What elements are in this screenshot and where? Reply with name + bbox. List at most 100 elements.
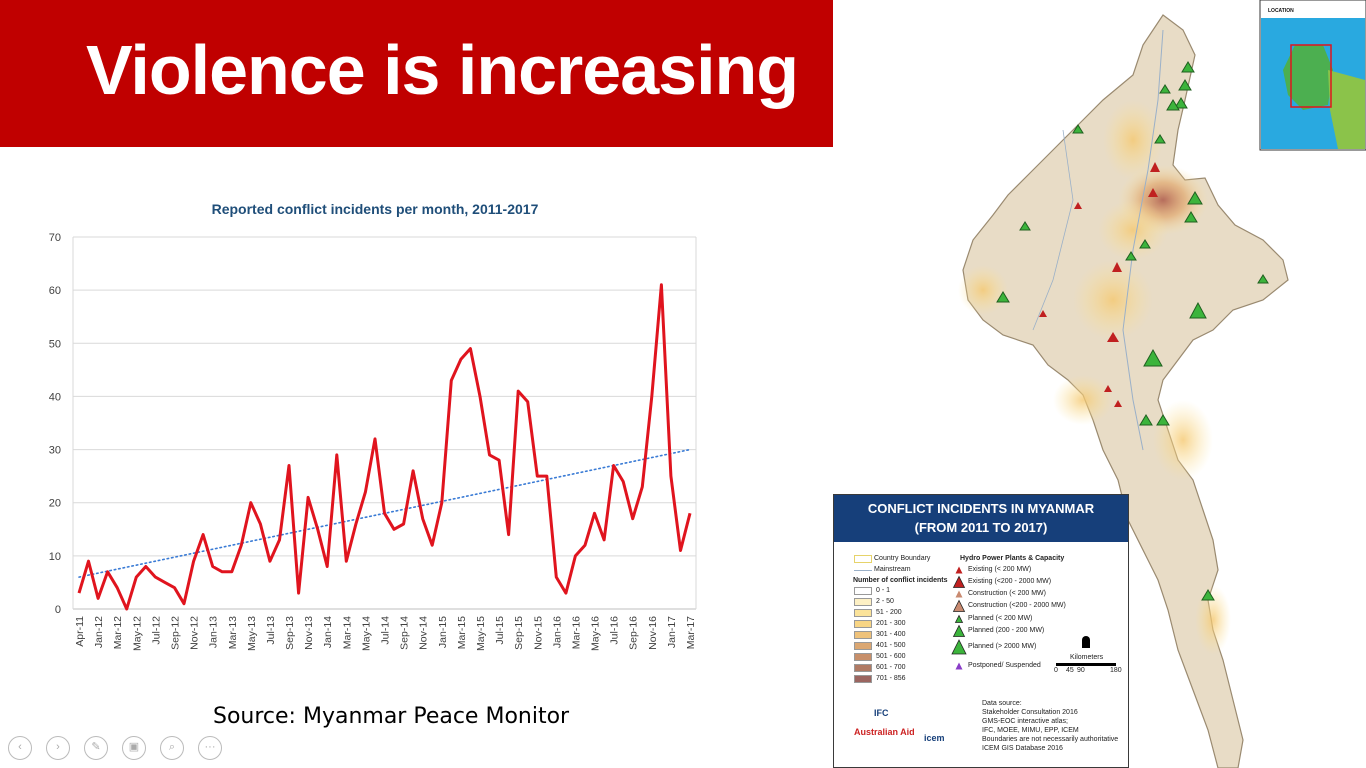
- hotspot: [1195, 585, 1231, 655]
- data-source-line: ICEM GIS Database 2016: [982, 745, 1063, 752]
- x-tick-label: Jul-13: [265, 616, 277, 645]
- more-icon[interactable]: ···: [198, 736, 222, 760]
- title-bar: Violence is increasing: [0, 0, 833, 147]
- x-axis-ticks: Apr-11 Jan-12 Mar-12 May-12 Jul-12 Sep-12 Nov-…: [74, 616, 697, 651]
- x-tick-label: Nov-16: [647, 616, 659, 650]
- hydro-label: Planned (> 2000 MW): [968, 643, 1037, 650]
- incident-bin-swatch: [854, 664, 872, 672]
- x-tick-label: Jul-16: [609, 616, 621, 645]
- incident-bin-swatch: [854, 642, 872, 650]
- planned-dams: [996, 61, 1269, 601]
- scale-bar: [1056, 663, 1116, 666]
- map-legend: CONFLICT INCIDENTS IN MYANMAR (FROM 2011…: [833, 494, 1129, 768]
- river-line: [1122, 29, 1164, 451]
- x-tick-label: Nov-12: [189, 616, 201, 650]
- data-source-line: IFC, MOEE, MIMU, EPP, ICEM: [982, 727, 1079, 734]
- x-tick-label: Nov-13: [303, 616, 315, 650]
- x-tick-label: May-14: [360, 616, 372, 651]
- y-tick-label: 10: [49, 551, 61, 563]
- incident-bin-swatch: [854, 609, 872, 617]
- hotspot: [1153, 400, 1213, 480]
- hydro-label: Existing (< 200 MW): [968, 566, 1032, 573]
- incident-bin-swatch: [854, 631, 872, 639]
- hydro-label: Existing (<200 - 2000 MW): [968, 578, 1052, 585]
- hydro-symbol-icon: [952, 575, 966, 588]
- hydro-label: Construction (<200 - 2000 MW): [968, 602, 1066, 609]
- hydro-symbol-icon: [955, 662, 963, 670]
- hotspot: [958, 265, 1008, 315]
- country-boundary-label: Country Boundary: [874, 555, 931, 562]
- hydro-symbol-icon: [954, 614, 964, 623]
- x-tick-label: Mar-12: [112, 616, 124, 649]
- incident-bin-swatch: [854, 598, 872, 606]
- incident-bin-swatch: [854, 675, 872, 683]
- x-tick-label: Sep-15: [513, 616, 525, 650]
- x-tick-label: Jan-13: [208, 616, 220, 648]
- incident-bin-label: 401 - 500: [876, 642, 906, 649]
- hotspot: [1103, 100, 1163, 180]
- existing-dams: [1039, 162, 1160, 407]
- inset-label: LOCATION: [1268, 8, 1294, 14]
- incidents-header: Number of conflict incidents: [853, 577, 948, 584]
- hydro-symbol-icon: [952, 624, 966, 637]
- chart-title: Reported conflict incidents per month, 2…: [212, 201, 539, 217]
- partner-logo: IFC: [874, 708, 889, 718]
- y-tick-label: 60: [49, 285, 61, 297]
- y-tick-label: 40: [49, 391, 61, 403]
- hydro-label: Postponed/ Suspended: [968, 662, 1041, 669]
- hydro-symbol-icon: [952, 599, 966, 612]
- inset-land: [1328, 70, 1365, 149]
- x-tick-label: Sep-13: [284, 616, 296, 650]
- x-tick-label: Nov-14: [418, 616, 430, 650]
- scale-tick-label: 180: [1110, 667, 1122, 674]
- y-tick-label: 30: [49, 445, 61, 457]
- x-tick-label: Mar-17: [685, 616, 697, 649]
- zoom-icon[interactable]: ⌕: [160, 736, 184, 760]
- slide-title: Violence is increasing: [86, 31, 799, 109]
- x-tick-label: May-15: [475, 616, 487, 651]
- x-tick-label: Sep-14: [399, 616, 411, 650]
- mainstream-swatch: [854, 570, 872, 571]
- source-caption: Source: Myanmar Peace Monitor: [213, 704, 570, 729]
- hydro-label: Planned (200 - 200 MW): [968, 627, 1045, 634]
- incident-bin-label: 301 - 400: [876, 631, 906, 638]
- incident-bin-swatch: [854, 620, 872, 628]
- incident-bin-label: 501 - 600: [876, 653, 906, 660]
- previous-icon[interactable]: ‹: [8, 736, 32, 760]
- pen-icon[interactable]: ✎: [84, 736, 108, 760]
- y-tick-label: 0: [55, 604, 61, 616]
- x-tick-label: Mar-13: [227, 616, 239, 649]
- x-tick-label: Sep-12: [169, 616, 181, 650]
- x-tick-label: May-13: [246, 616, 258, 651]
- next-icon[interactable]: ›: [46, 736, 70, 760]
- hotspot: [1073, 260, 1153, 340]
- north-arrow-icon: [1082, 636, 1090, 648]
- scale-tick-label: 0: [1054, 667, 1058, 674]
- grid-lines: [72, 236, 697, 610]
- y-tick-label: 70: [49, 232, 61, 244]
- chart-series: [77, 283, 692, 611]
- incident-bin-label: 701 - 856: [876, 675, 906, 682]
- conflict-line-chart: Reported conflict incidents per month, 2…: [49, 201, 697, 651]
- scale-tick-label: 90: [1077, 667, 1085, 674]
- hydro-symbol-icon: [951, 639, 967, 655]
- incident-bin-label: 601 - 700: [876, 664, 906, 671]
- x-tick-label: Mar-16: [570, 616, 582, 649]
- x-tick-label: Apr-11: [74, 616, 86, 647]
- incident-bin-label: 2 - 50: [876, 598, 894, 605]
- hotspot: [1053, 375, 1113, 425]
- x-tick-label: Jul-14: [380, 616, 392, 645]
- incidents-series-line: [77, 283, 692, 611]
- data-source-line: Data source:: [982, 700, 1022, 707]
- x-tick-label: Nov-15: [532, 616, 544, 650]
- data-source-line: Stakeholder Consultation 2016: [982, 709, 1078, 716]
- x-tick-label: Jul-15: [494, 616, 506, 645]
- hydro-symbol-icon: [955, 566, 963, 574]
- y-tick-label: 50: [49, 338, 61, 350]
- slides-icon[interactable]: ▣: [122, 736, 146, 760]
- scale-title: Kilometers: [1070, 654, 1104, 661]
- x-tick-label: May-16: [590, 616, 602, 651]
- data-source-line: GMS-EOC interactive atlas;: [982, 718, 1068, 725]
- x-tick-label: Mar-15: [456, 616, 468, 649]
